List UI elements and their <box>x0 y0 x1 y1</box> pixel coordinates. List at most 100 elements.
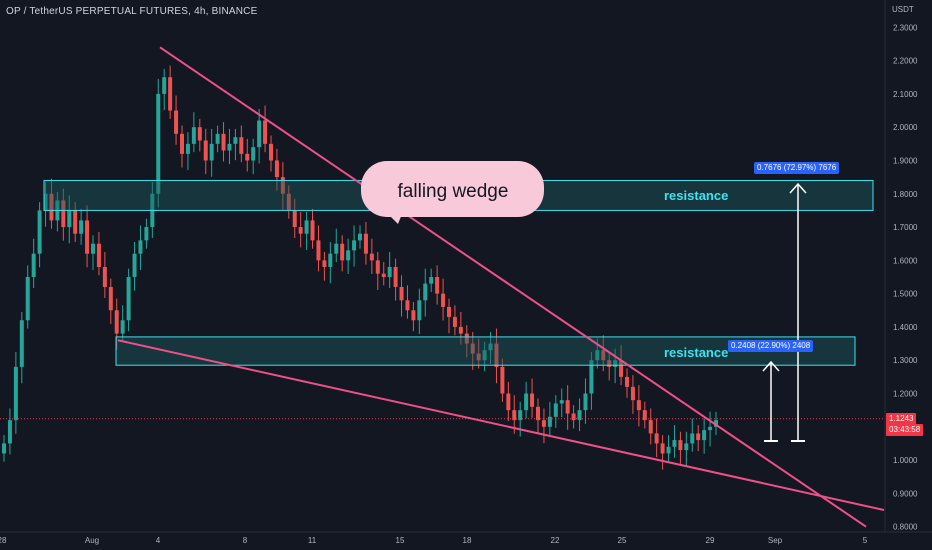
x-tick-label: 29 <box>706 536 715 545</box>
x-tick-label: 11 <box>308 536 317 545</box>
candle-body <box>565 400 570 414</box>
candle-body <box>334 243 339 254</box>
candle-body <box>352 240 357 251</box>
y-tick-label: 2.0000 <box>893 123 918 132</box>
y-tick-label: 1.2000 <box>893 390 918 399</box>
candle-body <box>96 243 101 268</box>
candle-body <box>696 433 701 441</box>
candle-body <box>476 353 481 361</box>
candle-body <box>607 360 612 367</box>
candle-body <box>405 300 410 311</box>
candle-body <box>239 137 244 154</box>
lower-wedge-line <box>117 339 885 512</box>
y-tick-label: 1.5000 <box>893 290 918 299</box>
candle-body <box>541 420 546 427</box>
y-tick-label: 2.1000 <box>893 90 918 99</box>
candle-body <box>209 143 214 161</box>
x-tick-label: Aug <box>85 536 99 545</box>
y-tick-label: 2.2000 <box>893 57 918 66</box>
candle-body <box>269 143 273 161</box>
candle-body <box>494 343 499 367</box>
candle-body <box>411 310 416 321</box>
candle-body <box>292 210 297 228</box>
candle-body <box>221 133 226 151</box>
candle-body <box>91 243 95 254</box>
candle-body <box>61 200 66 228</box>
candle-body <box>2 443 6 454</box>
candle-body <box>393 267 398 287</box>
candle-body <box>19 320 24 367</box>
candle-body <box>156 93 161 194</box>
candle-body <box>654 433 659 444</box>
candle-body <box>601 350 606 361</box>
candle-body <box>180 133 184 154</box>
x-tick-label: 4 <box>156 536 161 545</box>
candle-body <box>684 443 689 451</box>
candle-body <box>524 393 529 411</box>
candle-body <box>470 343 475 354</box>
candle-body <box>387 267 392 277</box>
resistance-label-upper: resistance <box>664 188 728 203</box>
candle-body <box>328 253 333 268</box>
wedge-bubble-tail <box>388 214 402 224</box>
x-tick-label: Sep <box>768 536 783 545</box>
candle-body <box>108 286 113 311</box>
y-tick-label: 1.3000 <box>893 356 918 365</box>
measure-arrow-lower-head <box>762 360 780 372</box>
candle-body <box>506 393 511 411</box>
candle-body <box>203 140 208 161</box>
candle-body <box>31 253 36 277</box>
candle-body <box>702 430 707 441</box>
candle-body <box>346 250 351 261</box>
candle-body <box>132 253 137 277</box>
y-tick-label: 0.9000 <box>893 489 918 498</box>
candle-body <box>67 210 72 228</box>
candle-body <box>678 440 683 451</box>
candle-body <box>322 260 327 268</box>
candle-body <box>363 233 368 254</box>
candle-body <box>714 420 718 427</box>
candle-body <box>310 220 315 241</box>
candle-body <box>690 433 695 444</box>
candle-body <box>375 260 380 274</box>
candle-body <box>642 410 647 421</box>
candle-body <box>672 440 677 447</box>
candle-body <box>708 426 713 431</box>
candle-body <box>358 233 362 241</box>
candle-body <box>547 416 552 427</box>
wedge-label: falling wedge <box>398 181 509 202</box>
candle-body <box>452 316 457 327</box>
candle-body <box>162 77 167 94</box>
candle-body <box>280 177 285 194</box>
candle-body <box>49 193 54 221</box>
candle-body <box>595 350 600 361</box>
candle-body <box>233 137 238 144</box>
candle-body <box>43 193 48 211</box>
candle-body <box>441 293 446 307</box>
resistance-label-lower: resistance <box>664 345 728 360</box>
candle-body <box>274 160 279 178</box>
candle-body <box>126 276 131 321</box>
candle-body <box>648 420 653 434</box>
candle-body <box>138 240 143 254</box>
candle-body <box>79 220 84 234</box>
candle-body <box>286 193 291 211</box>
candle-body <box>660 443 665 454</box>
y-tick-label: 0.8000 <box>893 523 918 532</box>
chart-title: OP / TetherUS PERPETUAL FUTURES, 4h, BIN… <box>6 6 258 17</box>
candle-body <box>571 413 576 421</box>
candle-body <box>304 220 309 234</box>
y-tick-label: 1.9000 <box>893 156 918 165</box>
x-tick-label: 8 <box>243 536 248 545</box>
candle-body <box>168 77 173 111</box>
measure-label-upper: 0.7676 (72.97%) 7676 <box>754 162 840 174</box>
candle-body <box>257 120 262 148</box>
measure-arrow-upper-head <box>789 182 807 194</box>
candle-body <box>447 306 451 317</box>
price-unit: USDT <box>892 5 914 14</box>
candle-body <box>114 310 119 334</box>
candle-body <box>583 393 588 411</box>
